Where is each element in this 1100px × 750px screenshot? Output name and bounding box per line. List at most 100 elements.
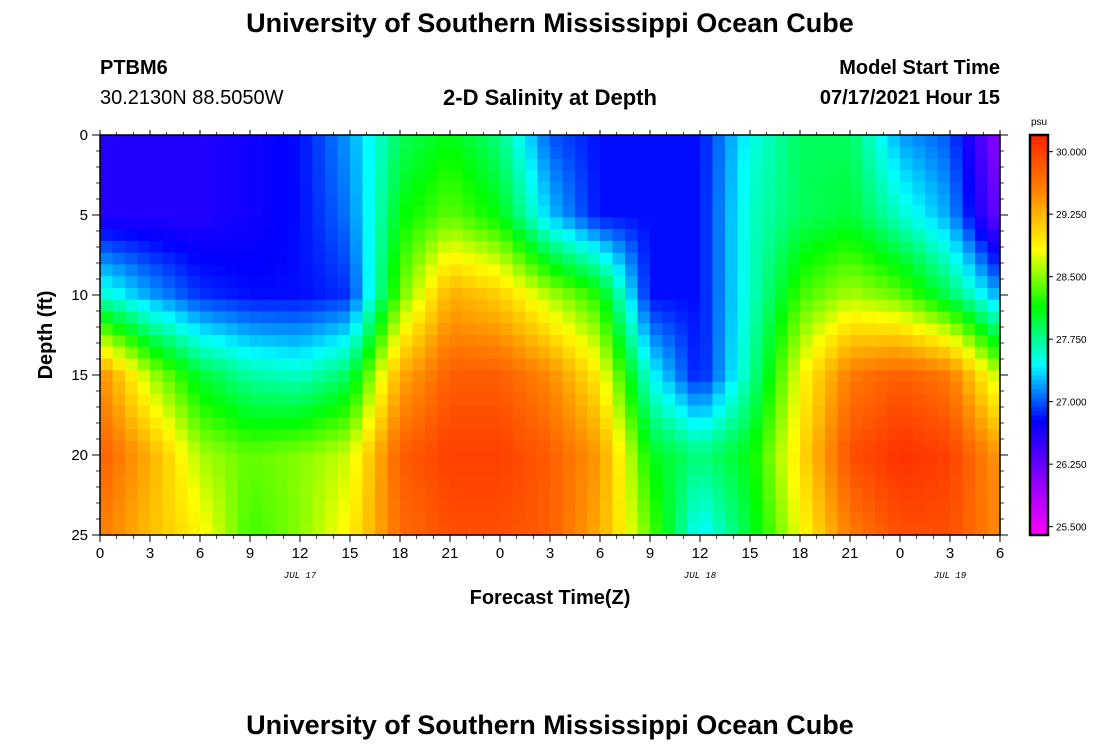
heatmap-cell bbox=[412, 476, 426, 489]
heatmap-cell bbox=[525, 464, 539, 477]
heatmap-cell bbox=[537, 440, 551, 454]
heatmap-cell bbox=[350, 429, 364, 442]
heatmap-cell bbox=[562, 452, 576, 466]
heatmap-cell bbox=[187, 358, 201, 371]
x-tick-label: 0 bbox=[96, 545, 104, 562]
colorbar-segment bbox=[1030, 223, 1048, 229]
colorbar-segment bbox=[1030, 415, 1048, 421]
heatmap-cell bbox=[625, 299, 639, 313]
heatmap-cell bbox=[300, 358, 314, 371]
heatmap-cell bbox=[687, 240, 701, 254]
heatmap-cell bbox=[225, 523, 239, 536]
heatmap-cell bbox=[325, 323, 339, 336]
heatmap-cell bbox=[162, 464, 176, 477]
heatmap-cell bbox=[737, 440, 751, 454]
heatmap-cell bbox=[787, 417, 801, 430]
heatmap-cell bbox=[437, 240, 451, 254]
heatmap-cell bbox=[562, 276, 576, 289]
heatmap-cell bbox=[725, 240, 739, 254]
heatmap-cell bbox=[687, 229, 701, 242]
heatmap-cell bbox=[112, 335, 126, 348]
heatmap-cell bbox=[875, 158, 889, 171]
heatmap-cell bbox=[762, 405, 776, 418]
heatmap-cell bbox=[725, 393, 739, 407]
heatmap-cell bbox=[250, 452, 264, 466]
heatmap-cell bbox=[637, 158, 651, 171]
heatmap-cell bbox=[675, 264, 689, 277]
heatmap-cell bbox=[487, 276, 501, 289]
x-tick-label: 6 bbox=[196, 545, 204, 562]
heatmap-cell bbox=[487, 146, 501, 160]
heatmap-cell bbox=[212, 182, 226, 195]
heatmap-cell bbox=[937, 276, 951, 289]
heatmap-cell bbox=[950, 335, 964, 348]
heatmap-cell bbox=[187, 252, 201, 266]
heatmap-cell bbox=[525, 158, 539, 171]
heatmap-cell bbox=[600, 358, 614, 371]
heatmap-cell bbox=[900, 217, 914, 230]
heatmap-cell bbox=[800, 287, 814, 301]
heatmap-cell bbox=[125, 487, 139, 501]
heatmap-cell bbox=[575, 440, 589, 454]
heatmap-cell bbox=[362, 158, 376, 171]
heatmap-cell bbox=[925, 229, 939, 242]
heatmap-cell bbox=[562, 170, 576, 183]
heatmap-cell bbox=[125, 405, 139, 418]
heatmap-cell bbox=[587, 182, 601, 195]
heatmap-cell bbox=[687, 323, 701, 336]
heatmap-cell bbox=[775, 311, 789, 324]
heatmap-cell bbox=[287, 287, 301, 301]
heatmap-cell bbox=[275, 370, 289, 383]
heatmap-cell bbox=[237, 252, 251, 266]
heatmap-cell bbox=[812, 276, 826, 289]
heatmap-cell bbox=[175, 217, 189, 230]
heatmap-cell bbox=[737, 335, 751, 348]
heatmap-cell bbox=[125, 252, 139, 266]
heatmap-cell bbox=[450, 240, 464, 254]
heatmap-cell bbox=[787, 217, 801, 230]
heatmap-cell bbox=[687, 358, 701, 371]
heatmap-cell bbox=[287, 464, 301, 477]
heatmap-cell bbox=[962, 358, 976, 371]
heatmap-cell bbox=[512, 229, 526, 242]
heatmap-cell bbox=[687, 135, 701, 148]
heatmap-cell bbox=[675, 429, 689, 442]
heatmap-cell bbox=[637, 476, 651, 489]
heatmap-cell bbox=[125, 264, 139, 277]
heatmap-cell bbox=[500, 335, 514, 348]
heatmap-cell bbox=[762, 417, 776, 430]
heatmap-cell bbox=[462, 287, 476, 301]
heatmap-cell bbox=[150, 499, 164, 513]
heatmap-cell bbox=[925, 358, 939, 371]
heatmap-cell bbox=[512, 146, 526, 160]
heatmap-cell bbox=[650, 393, 664, 407]
heatmap-cell bbox=[837, 440, 851, 454]
heatmap-cell bbox=[125, 229, 139, 242]
heatmap-cell bbox=[400, 382, 414, 395]
station-id: PTBM6 bbox=[100, 57, 168, 79]
heatmap-cell bbox=[900, 276, 914, 289]
heatmap-cell bbox=[725, 170, 739, 183]
x-tick-label: 3 bbox=[546, 545, 554, 562]
heatmap-cell bbox=[775, 299, 789, 313]
heatmap-cell bbox=[750, 146, 764, 160]
heatmap-cell bbox=[400, 205, 414, 218]
heatmap-cell bbox=[262, 299, 276, 313]
heatmap-cell bbox=[162, 311, 176, 324]
heatmap-cell bbox=[225, 146, 239, 160]
heatmap-cell bbox=[100, 299, 114, 313]
colorbar-segment bbox=[1030, 512, 1048, 518]
heatmap-cell bbox=[700, 499, 714, 513]
heatmap-cell bbox=[125, 311, 139, 324]
heatmap-cell bbox=[150, 382, 164, 395]
heatmap-cell bbox=[662, 487, 676, 501]
heatmap-cell bbox=[462, 170, 476, 183]
y-tick-label: 10 bbox=[71, 287, 88, 304]
heatmap-cell bbox=[975, 217, 989, 230]
heatmap-cell bbox=[975, 464, 989, 477]
heatmap-cell bbox=[712, 358, 726, 371]
heatmap-cell bbox=[262, 382, 276, 395]
heatmap-cell bbox=[175, 252, 189, 266]
heatmap-cell bbox=[412, 240, 426, 254]
heatmap-cell bbox=[362, 405, 376, 418]
